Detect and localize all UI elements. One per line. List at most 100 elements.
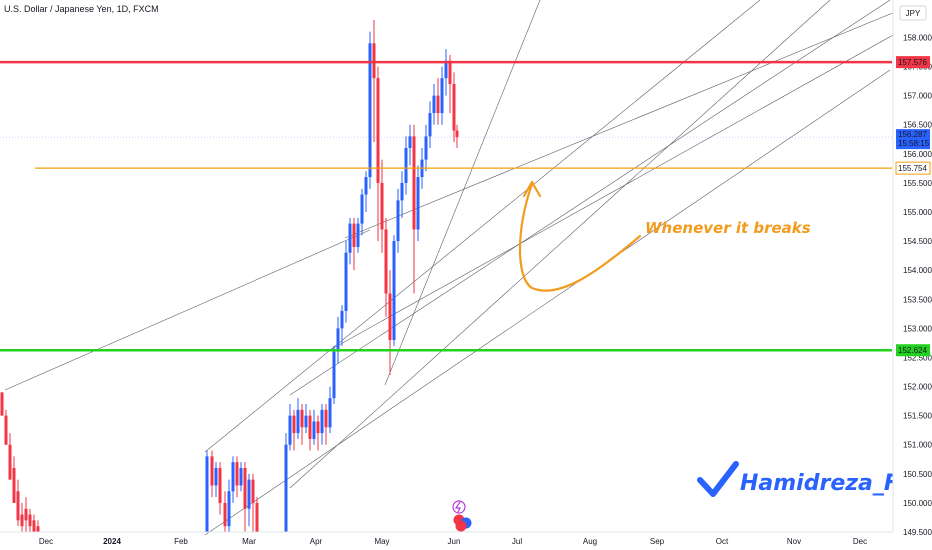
y-tick-label: 150.000 bbox=[903, 499, 932, 508]
candle-up bbox=[444, 60, 448, 79]
candle-up bbox=[344, 252, 348, 311]
y-tick-label: 153.500 bbox=[903, 295, 932, 304]
candles bbox=[0, 20, 459, 532]
candle-down bbox=[251, 479, 255, 503]
currency-label: JPY bbox=[906, 9, 921, 18]
chart-title: U.S. Dollar / Japanese Yen, 1D, FXCM bbox=[4, 4, 159, 14]
candle-down bbox=[32, 520, 36, 532]
y-tick-label: 154.500 bbox=[903, 237, 932, 246]
x-tick-label: Jun bbox=[448, 537, 461, 546]
trendline bbox=[344, 9, 901, 239]
candle-up bbox=[400, 182, 404, 201]
watermark-text: Hamidreza_FX bbox=[740, 471, 917, 496]
y-tick-label: 158.000 bbox=[903, 33, 932, 42]
candle-down bbox=[235, 462, 239, 486]
candle-down bbox=[218, 468, 222, 503]
candle-up bbox=[227, 491, 231, 527]
candle-down bbox=[36, 526, 40, 532]
x-tick-label: Mar bbox=[242, 537, 256, 546]
candle-down bbox=[412, 136, 416, 230]
trendline bbox=[4, 229, 371, 391]
y-tick-label: 154.000 bbox=[903, 266, 932, 275]
level-price-label: 155.754 bbox=[898, 164, 927, 173]
trendlines bbox=[0, 0, 921, 536]
time-axis[interactable]: Dec 2024 Feb Mar Apr May Jun Jul Aug Sep Oct Nov Dec bbox=[0, 531, 893, 546]
candle-up bbox=[392, 241, 396, 340]
y-tick-label: 156.500 bbox=[903, 121, 932, 130]
candle-down bbox=[324, 409, 328, 428]
candle-down bbox=[255, 502, 259, 532]
candle-down bbox=[223, 502, 227, 527]
candle-down bbox=[24, 508, 28, 521]
level-price-label: 152.624 bbox=[898, 346, 927, 355]
y-tick-label: 152.000 bbox=[903, 383, 932, 392]
candle-down bbox=[308, 415, 312, 439]
trendline bbox=[329, 19, 921, 351]
candle-down bbox=[448, 60, 452, 84]
candle-down bbox=[292, 415, 296, 434]
candle-up bbox=[404, 148, 408, 183]
watermark: Hamidreza_FX bbox=[697, 461, 917, 497]
y-tick-label: 151.500 bbox=[903, 412, 932, 421]
level-price-badge bbox=[895, 161, 931, 175]
candle-down bbox=[452, 84, 456, 131]
y-tick-label: 157.000 bbox=[903, 92, 932, 101]
candle-up bbox=[408, 136, 412, 148]
candle-up bbox=[396, 200, 400, 242]
x-tick-label: Dec bbox=[853, 537, 867, 546]
candle-up bbox=[428, 113, 432, 137]
annotation: Whenever it breaks bbox=[518, 180, 811, 292]
x-tick-label: May bbox=[374, 537, 389, 546]
price-axis[interactable]: JPY 149.500 150.000 150.500 151.000 151.500 15… bbox=[892, 0, 932, 550]
candle-up bbox=[288, 415, 292, 445]
x-tick-label: 2024 bbox=[103, 537, 121, 546]
annotation-arrow bbox=[518, 182, 642, 292]
candle-down bbox=[376, 78, 380, 183]
candle-up bbox=[360, 194, 364, 224]
candle-up bbox=[320, 409, 324, 434]
candle-up bbox=[328, 398, 332, 428]
candle-down bbox=[300, 409, 304, 428]
candle-up bbox=[424, 136, 428, 160]
candle-up bbox=[296, 409, 300, 434]
candle-down bbox=[388, 293, 392, 340]
x-tick-label: Jul bbox=[512, 537, 522, 546]
last-price-label: 156.287 bbox=[898, 130, 927, 139]
trendline bbox=[289, 0, 831, 489]
candle-up bbox=[214, 468, 218, 486]
candle-up bbox=[205, 456, 209, 532]
annotation-arrowhead bbox=[522, 180, 542, 198]
horizontal-levels bbox=[0, 60, 892, 352]
y-tick-label: 155.500 bbox=[903, 179, 932, 188]
candle-down bbox=[210, 456, 214, 486]
level-price-badge bbox=[896, 56, 930, 69]
candle-down bbox=[352, 223, 356, 247]
y-tick-label: 150.500 bbox=[903, 470, 932, 479]
bar-countdown: 15:58:15 bbox=[898, 139, 930, 148]
candle-up bbox=[231, 462, 235, 492]
event-markers[interactable] bbox=[452, 500, 472, 532]
candle-down bbox=[28, 514, 32, 527]
candle-down bbox=[316, 421, 320, 434]
candle-down bbox=[12, 468, 16, 503]
candle-up bbox=[336, 328, 340, 352]
candle-up bbox=[312, 421, 316, 439]
trendline bbox=[384, 0, 541, 386]
trendline bbox=[204, 69, 891, 536]
y-tick-label: 155.000 bbox=[903, 208, 932, 217]
y-tick-label: 153.000 bbox=[903, 324, 932, 333]
annotation-text: Whenever it breaks bbox=[645, 219, 811, 237]
x-tick-label: Nov bbox=[787, 537, 801, 546]
candle-down bbox=[243, 468, 247, 509]
candle-up bbox=[348, 223, 352, 253]
candle-up bbox=[356, 223, 360, 247]
candle-up bbox=[432, 95, 436, 114]
candle-down bbox=[372, 43, 376, 79]
candle-up bbox=[304, 415, 308, 428]
candle-up bbox=[340, 310, 344, 329]
candle-up bbox=[416, 177, 420, 230]
candle-down bbox=[8, 444, 12, 480]
flag-event-icon-3 bbox=[455, 520, 467, 532]
x-tick-label: Dec bbox=[39, 537, 53, 546]
